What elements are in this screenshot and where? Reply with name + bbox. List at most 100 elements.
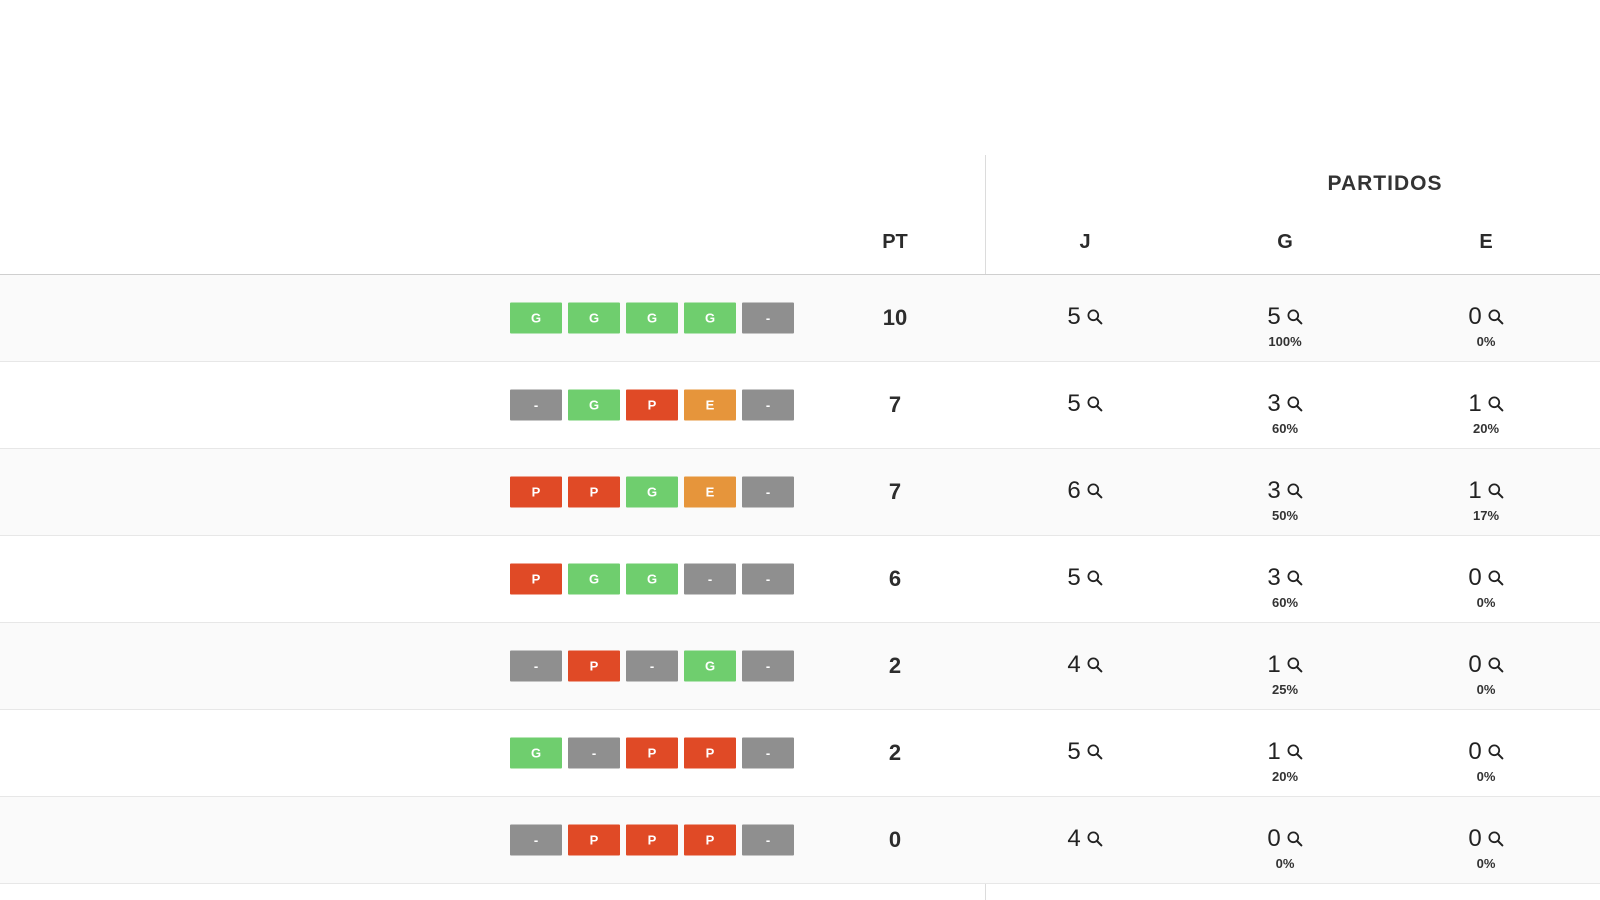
form-result-box[interactable]: - [626, 650, 678, 682]
played-value: 4 [1067, 651, 1081, 678]
form-result-box[interactable]: G [568, 389, 620, 421]
drawn-percentage: 0% [1476, 595, 1496, 610]
magnifier-icon[interactable] [1287, 744, 1303, 760]
played-value: 5 [1067, 738, 1081, 765]
form-result-box[interactable]: P [684, 824, 736, 856]
form-result-box[interactable]: G [510, 737, 562, 769]
form-result-box[interactable]: - [510, 650, 562, 682]
form-result-box[interactable]: - [510, 389, 562, 421]
won-cell: 3 60% [1225, 388, 1345, 436]
column-header-drawn: E [1479, 231, 1493, 253]
form-result-box[interactable]: - [742, 476, 794, 508]
form-result-box[interactable]: - [742, 563, 794, 595]
magnifier-icon[interactable] [1087, 744, 1103, 760]
form-result-box[interactable]: P [626, 824, 678, 856]
magnifier-icon[interactable] [1287, 396, 1303, 412]
form-result-box[interactable]: P [626, 737, 678, 769]
magnifier-icon[interactable] [1287, 309, 1303, 325]
form-result-box[interactable]: G [626, 563, 678, 595]
drawn-value: 0 [1468, 651, 1482, 678]
form-result-box[interactable]: - [684, 563, 736, 595]
form-result-box[interactable]: P [568, 476, 620, 508]
form-result-box[interactable]: P [510, 476, 562, 508]
drawn-percentage: 0% [1476, 334, 1496, 349]
form-result-box[interactable]: G [568, 563, 620, 595]
won-value: 5 [1267, 303, 1281, 330]
won-cell: 3 50% [1225, 475, 1345, 523]
drawn-percentage: 0% [1476, 856, 1496, 871]
form-result-box[interactable]: - [742, 737, 794, 769]
magnifier-icon[interactable] [1287, 831, 1303, 847]
played-cell: 5 [1025, 736, 1145, 768]
magnifier-icon[interactable] [1488, 483, 1504, 499]
form-result-box[interactable]: G [626, 476, 678, 508]
form-result-box[interactable]: P [568, 650, 620, 682]
played-cell: 5 [1025, 388, 1145, 420]
played-value: 4 [1067, 825, 1081, 852]
won-value: 0 [1267, 825, 1281, 852]
magnifier-icon[interactable] [1287, 657, 1303, 673]
drawn-percentage: 17% [1472, 508, 1500, 523]
magnifier-icon[interactable] [1287, 570, 1303, 586]
magnifier-icon[interactable] [1287, 483, 1303, 499]
magnifier-icon[interactable] [1488, 831, 1504, 847]
form-result-box[interactable]: G [568, 302, 620, 334]
magnifier-icon[interactable] [1087, 309, 1103, 325]
form-result-box[interactable]: P [626, 389, 678, 421]
magnifier-icon[interactable] [1087, 831, 1103, 847]
drawn-value: 0 [1468, 738, 1482, 765]
drawn-value: 0 [1468, 564, 1482, 591]
drawn-value: 0 [1468, 825, 1482, 852]
form-result-box[interactable]: - [510, 824, 562, 856]
magnifier-icon[interactable] [1087, 396, 1103, 412]
form-result-box[interactable]: G [510, 302, 562, 334]
played-cell: 5 [1025, 562, 1145, 594]
drawn-value: 1 [1468, 477, 1482, 504]
points-value: 2 [888, 653, 902, 678]
form-result-box[interactable]: P [510, 563, 562, 595]
magnifier-icon[interactable] [1087, 483, 1103, 499]
form-result-box[interactable]: G [684, 650, 736, 682]
column-header-won: G [1277, 231, 1293, 253]
won-percentage: 25% [1271, 682, 1299, 697]
drawn-cell: 0 0% [1426, 562, 1546, 610]
magnifier-icon[interactable] [1087, 570, 1103, 586]
played-value: 6 [1067, 477, 1081, 504]
magnifier-icon[interactable] [1488, 744, 1504, 760]
magnifier-icon[interactable] [1488, 396, 1504, 412]
won-percentage: 60% [1271, 595, 1299, 610]
form-result-box[interactable]: E [684, 389, 736, 421]
form-result-box[interactable]: E [684, 476, 736, 508]
form-result-box[interactable]: - [568, 737, 620, 769]
magnifier-icon[interactable] [1488, 309, 1504, 325]
form-result-box[interactable]: - [742, 824, 794, 856]
magnifier-icon[interactable] [1488, 570, 1504, 586]
won-percentage: 50% [1271, 508, 1299, 523]
form-result-box[interactable]: - [742, 302, 794, 334]
table-row: -P-G- 2 4 1 25% 0 0% [0, 623, 1600, 710]
form-result-box[interactable]: - [742, 389, 794, 421]
drawn-cell: 1 20% [1426, 388, 1546, 436]
form-result-box[interactable]: G [684, 302, 736, 334]
won-percentage: 0% [1275, 856, 1295, 871]
won-cell: 1 25% [1225, 649, 1345, 697]
points-value: 10 [882, 305, 908, 330]
form-result-box[interactable]: - [742, 650, 794, 682]
magnifier-icon[interactable] [1488, 657, 1504, 673]
played-cell: 4 [1025, 649, 1145, 681]
won-cell: 3 60% [1225, 562, 1345, 610]
played-cell: 6 [1025, 475, 1145, 507]
form-result-box[interactable]: P [684, 737, 736, 769]
form-result-box[interactable]: P [568, 824, 620, 856]
form-result-box[interactable]: G [626, 302, 678, 334]
magnifier-icon[interactable] [1087, 657, 1103, 673]
